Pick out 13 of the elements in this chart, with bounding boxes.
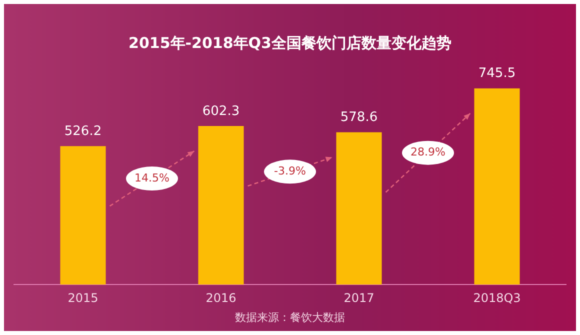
- x-tick-label: 2017: [344, 290, 374, 305]
- data-label: 745.5: [478, 66, 516, 82]
- x-tick-label: 2016: [206, 290, 236, 305]
- annotation: 14.5%: [134, 171, 170, 184]
- source-note: 数据来源：餐饮大数据: [234, 310, 346, 325]
- data-label: 602.3: [202, 104, 240, 119]
- x-tick-label: 2018Q3: [473, 290, 521, 305]
- annotation: -3.9%: [274, 164, 306, 178]
- data-label: 526.2: [64, 124, 102, 139]
- x-tick-label: 2015: [68, 290, 98, 305]
- annotation: 28.9%: [410, 146, 446, 159]
- data-label: 578.6: [340, 110, 378, 126]
- chart-title: 2015年-2018年Q3全国餐饮门店数量变化趋势: [128, 34, 452, 53]
